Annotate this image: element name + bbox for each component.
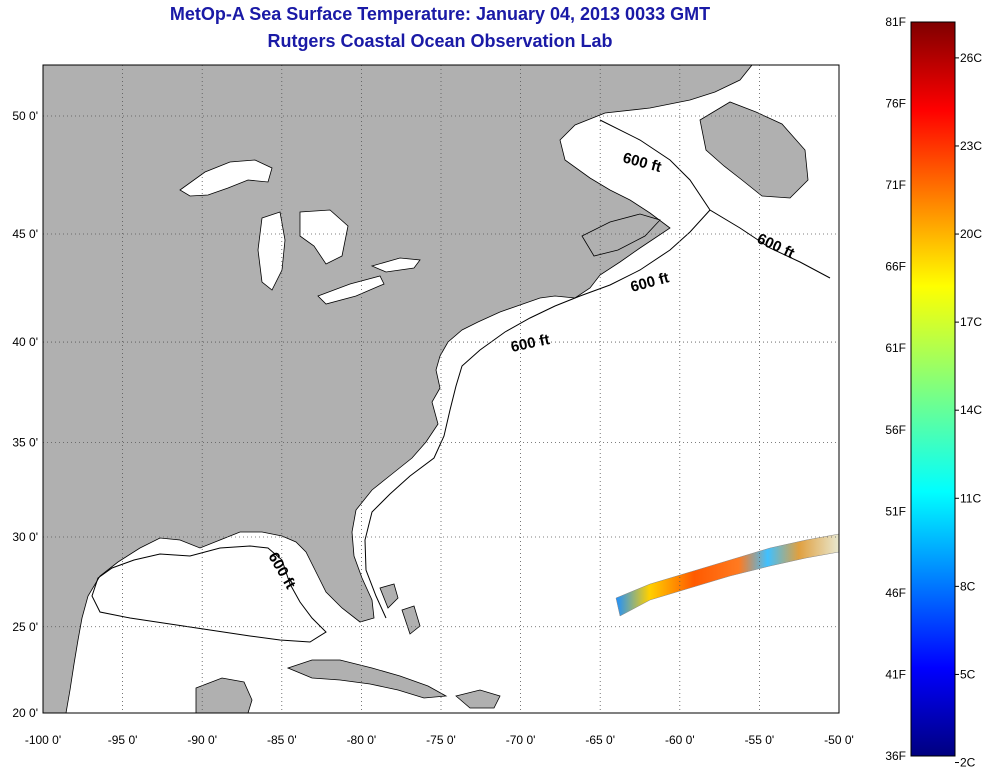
colorbar-c-label: 2C (960, 756, 976, 770)
lake-huron (299, 209, 349, 265)
lake-erie (317, 275, 385, 305)
map-frame (42, 64, 840, 714)
depth-contours (91, 119, 831, 643)
colorbar-f-label: 61F (885, 341, 906, 355)
lat-tick-label: 45 0' (12, 227, 38, 241)
lon-tick-label: -100 0' (25, 733, 61, 747)
bahamas-islands (379, 583, 399, 609)
lat-tick-label: 35 0' (12, 436, 38, 450)
lat-tick-label: 40 0' (12, 335, 38, 349)
colorbar-c-label: 23C (960, 139, 982, 153)
lon-tick-label: -55 0' (745, 733, 775, 747)
colorbar-f-label: 51F (885, 504, 906, 518)
latitude-axis: 20 0' 25 0' 30 0' 35 0' 40 0' 45 0' 50 0' (12, 109, 38, 720)
colorbar-f-label: 46F (885, 586, 906, 600)
newfoundland-land (699, 101, 809, 199)
colorbar (910, 21, 956, 757)
colorbar-c-label: 8C (960, 579, 976, 593)
colorbar-f-label: 76F (885, 97, 906, 111)
colorbar-f-label: 56F (885, 423, 906, 437)
colorbar-f-label: 66F (885, 260, 906, 274)
colorbar-c-label: 20C (960, 227, 982, 241)
lon-tick-label: -95 0' (108, 733, 138, 747)
colorbar-f-label: 81F (885, 15, 906, 29)
lon-tick-label: -70 0' (506, 733, 536, 747)
graticule (43, 65, 839, 713)
colorbar-c-label: 11C (960, 491, 981, 505)
contour-gulf-shelf (91, 545, 327, 643)
lon-tick-label: -60 0' (665, 733, 695, 747)
lon-tick-label: -85 0' (267, 733, 297, 747)
colorbar-c-label: 26C (960, 51, 982, 65)
lon-tick-label: -65 0' (585, 733, 615, 747)
colorbar-f-label: 71F (885, 178, 906, 192)
map-title: MetOp-A Sea Surface Temperature: January… (169, 4, 711, 24)
colorbar-c-label: 17C (960, 315, 982, 329)
lake-superior (179, 159, 273, 197)
longitude-axis: -100 0' -95 0' -90 0' -85 0' -80 0' -75 0' -70… (25, 733, 854, 747)
land-masses (42, 64, 809, 714)
lake-michigan (257, 211, 286, 291)
north-america-land (42, 64, 753, 714)
colorbar-f-label: 36F (885, 749, 906, 763)
lon-tick-label: -50 0' (824, 733, 854, 747)
contour-atlantic-shelf (364, 119, 831, 619)
cuba-land (286, 659, 448, 699)
lat-tick-label: 30 0' (12, 530, 38, 544)
nova-scotia-land (581, 213, 661, 257)
colorbar-fahrenheit-labels: 81F 76F 71F 66F 61F 56F 51F 46F 41F 36F (885, 15, 906, 763)
lon-tick-label: -90 0' (187, 733, 217, 747)
lat-tick-label: 20 0' (12, 706, 38, 720)
colorbar-c-label: 14C (960, 403, 982, 417)
map-subtitle: Rutgers Coastal Ocean Observation Lab (267, 31, 613, 51)
colorbar-c-label: 5C (960, 667, 976, 681)
colorbar-f-label: 41F (885, 667, 906, 681)
colorbar-celsius-labels: 26C 23C 20C 17C 14C 11C 8C 5C 2C (955, 51, 982, 770)
lon-tick-label: -80 0' (347, 733, 377, 747)
lat-tick-label: 25 0' (12, 620, 38, 634)
hispaniola-land (455, 689, 501, 709)
lon-tick-label: -75 0' (426, 733, 456, 747)
lake-ontario (370, 257, 421, 273)
lat-tick-label: 50 0' (12, 109, 38, 123)
